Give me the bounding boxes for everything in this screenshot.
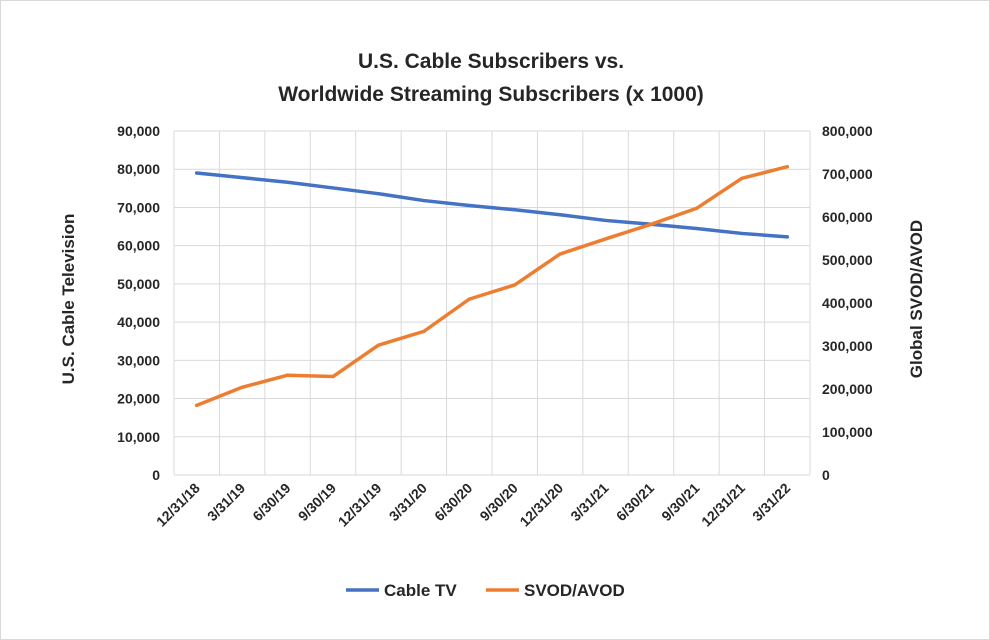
legend: Cable TV SVOD/AVOD <box>346 581 625 600</box>
data-point <box>740 231 744 236</box>
x-tick-label: 9/30/21 <box>658 480 702 524</box>
left-axis-title: U.S. Cable Television <box>59 214 78 385</box>
left-tick-label: 20,000 <box>117 391 160 407</box>
right-tick-label: 700,000 <box>822 166 873 182</box>
right-tick-label: 0 <box>822 467 830 483</box>
x-tick-label: 12/31/19 <box>335 480 385 530</box>
right-tick-label: 500,000 <box>822 252 873 268</box>
x-tick-label: 9/30/20 <box>476 480 520 524</box>
right-axis-ticks: 0 100,000 200,000 300,000 400,000 500,000 600,… <box>822 123 873 483</box>
chart-title-line-1: U.S. Cable Subscribers vs. <box>358 50 624 73</box>
data-point <box>694 226 699 231</box>
data-point <box>467 203 471 208</box>
series-line-cable-tv <box>194 171 790 239</box>
left-tick-label: 90,000 <box>117 123 160 139</box>
x-tick-label: 12/31/20 <box>516 480 566 530</box>
data-point <box>558 252 562 256</box>
chart-title-line-2: Worldwide Streaming Subscribers (x 1000) <box>278 83 704 106</box>
x-tick-label: 3/31/20 <box>386 480 430 524</box>
data-point <box>785 235 789 239</box>
right-tick-label: 100,000 <box>822 424 873 440</box>
data-point <box>422 198 426 203</box>
left-tick-label: 70,000 <box>117 199 160 215</box>
legend-label-svod-avod: SVOD/AVOD <box>524 581 625 600</box>
data-point <box>331 374 335 379</box>
series-lines <box>194 164 790 408</box>
x-tick-label: 6/30/21 <box>613 480 657 524</box>
data-point <box>285 373 290 377</box>
x-tick-label: 3/31/21 <box>567 480 611 524</box>
right-axis-title: Global SVOD/AVOD <box>907 220 926 378</box>
left-tick-label: 40,000 <box>117 314 160 330</box>
right-tick-label: 600,000 <box>822 209 873 225</box>
data-point <box>240 385 244 389</box>
left-tick-label: 60,000 <box>117 238 160 254</box>
data-point <box>513 208 517 212</box>
left-tick-label: 0 <box>152 467 160 483</box>
x-tick-label: 9/30/19 <box>295 480 339 524</box>
x-tick-label: 12/31/18 <box>153 480 203 530</box>
data-point <box>331 186 335 190</box>
x-tick-label: 6/30/19 <box>249 480 293 524</box>
data-point <box>422 329 426 333</box>
left-tick-label: 50,000 <box>117 276 160 292</box>
data-point <box>513 283 517 287</box>
x-tick-label: 3/31/19 <box>204 480 248 524</box>
data-point <box>603 218 608 223</box>
data-point <box>195 171 199 175</box>
right-tick-label: 300,000 <box>822 338 873 354</box>
right-tick-label: 200,000 <box>822 381 873 397</box>
data-point <box>376 192 381 196</box>
legend-label-cable-tv: Cable TV <box>384 581 457 600</box>
right-tick-label: 400,000 <box>822 295 873 311</box>
data-point <box>603 237 608 241</box>
data-point <box>558 213 562 217</box>
data-point <box>740 176 744 180</box>
x-tick-label: 12/31/21 <box>698 480 748 530</box>
left-axis-ticks: 0 10,000 20,000 30,000 40,000 50,000 60,000 70,… <box>117 123 160 483</box>
left-tick-label: 30,000 <box>117 352 160 368</box>
left-tick-label: 10,000 <box>117 429 160 445</box>
data-point <box>376 343 381 347</box>
x-tick-label: 6/30/20 <box>431 480 475 524</box>
data-point <box>649 222 653 226</box>
data-point <box>240 176 244 180</box>
data-point <box>285 180 290 184</box>
right-tick-label: 800,000 <box>822 123 873 139</box>
gridlines <box>173 130 811 476</box>
series-line-svod-avod <box>194 164 790 408</box>
data-point <box>195 403 199 407</box>
data-point <box>467 297 471 301</box>
left-tick-label: 80,000 <box>117 161 160 177</box>
data-point <box>785 165 789 169</box>
data-point <box>694 206 699 210</box>
x-tick-label: 3/31/22 <box>749 480 793 524</box>
